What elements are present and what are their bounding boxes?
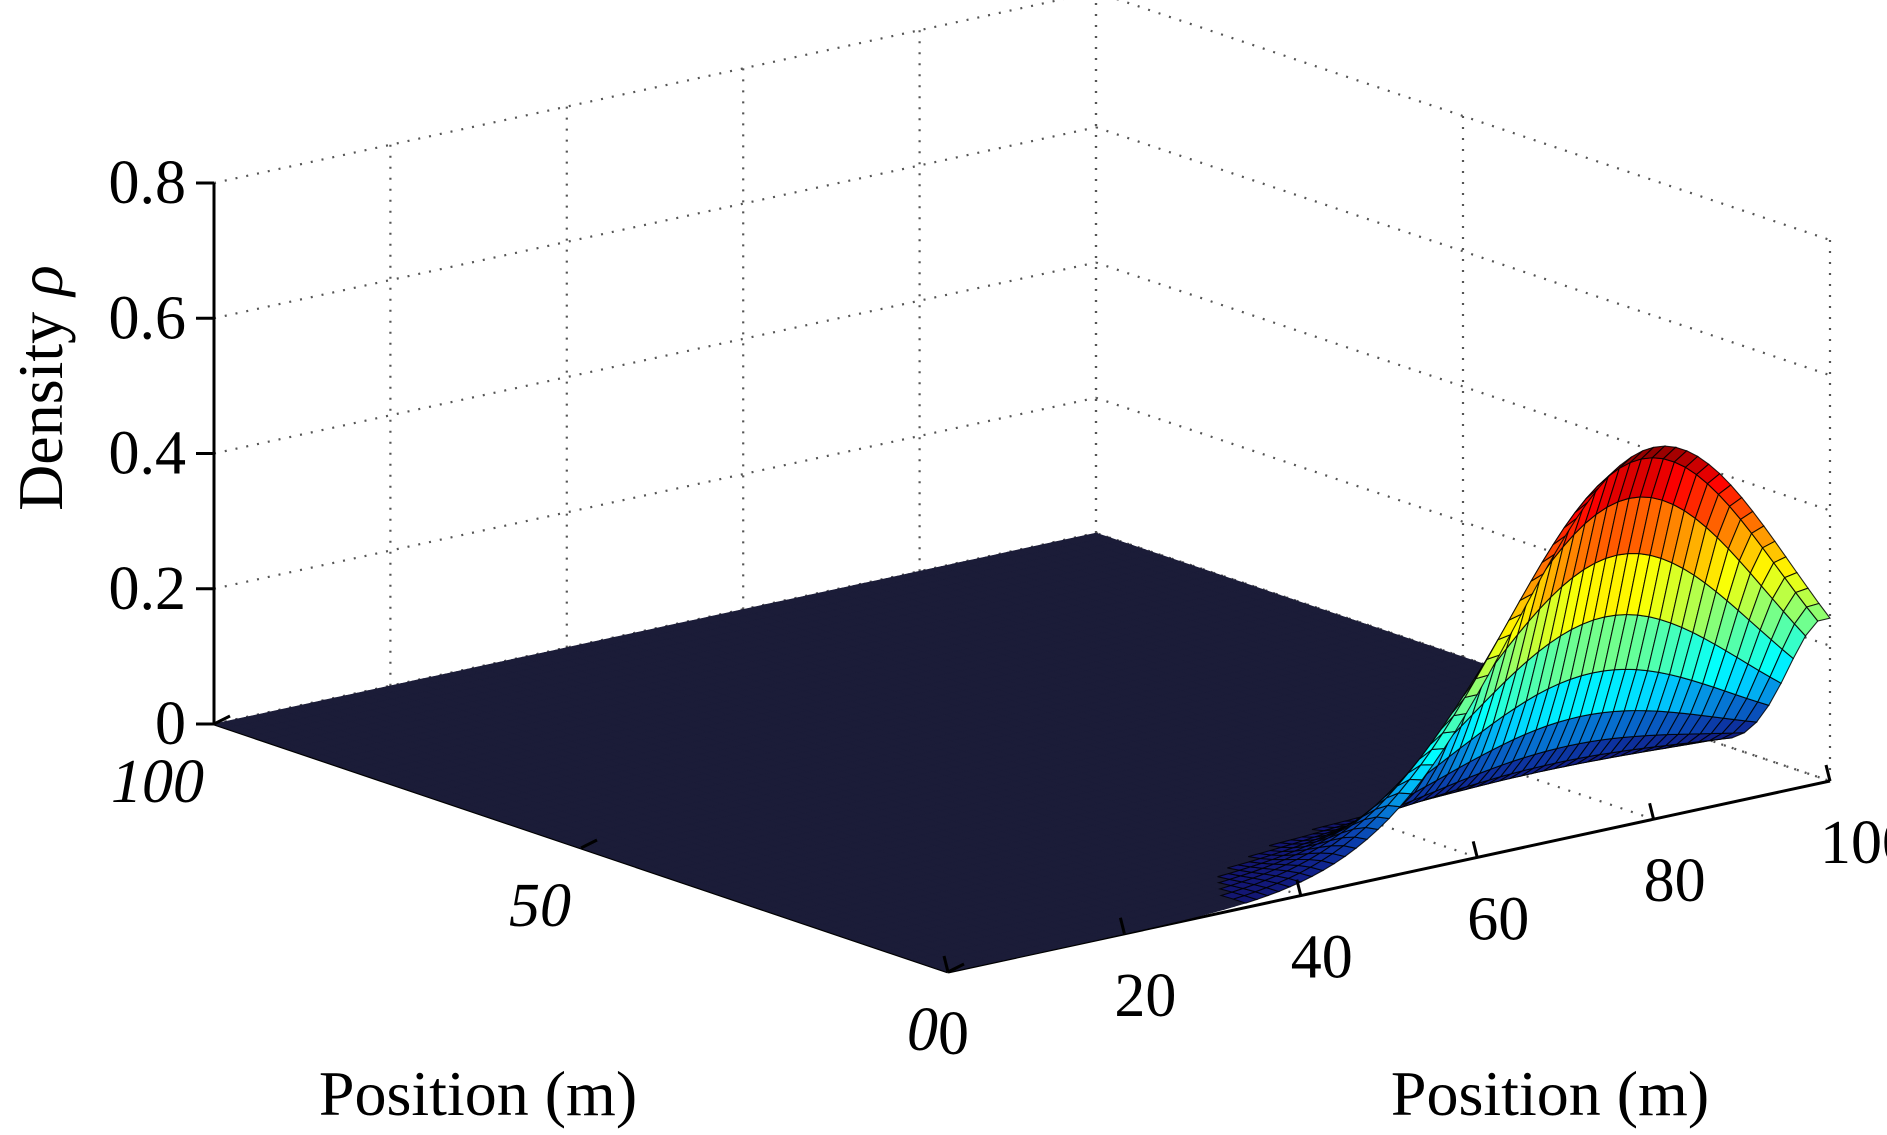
x-tick-mark (1471, 841, 1479, 858)
grid-line (213, 0, 1065, 185)
z-tick-label: 0.6 (109, 284, 187, 352)
grid-line (213, 396, 1097, 590)
z-axis-title: Density ρ (5, 265, 76, 511)
y-tick-label: 50 (509, 872, 571, 940)
z-tick-label: 0.2 (109, 555, 187, 623)
y-tick-label: 0 (907, 996, 938, 1064)
x-tick-label: 40 (1291, 924, 1353, 992)
x-tick-label: 60 (1467, 885, 1529, 953)
grid-line (1095, 126, 1831, 377)
x-tick-mark (1824, 764, 1832, 782)
grid-line (213, 126, 1097, 320)
x-tick-label: 80 (1644, 847, 1706, 915)
y-axis-title: Position (m) (319, 1058, 637, 1129)
z-tick-label: 0.4 (109, 420, 187, 488)
x-tick-mark (1648, 802, 1656, 820)
x-tick-label: 100 (1820, 809, 1887, 877)
x-tick-label: 20 (1114, 962, 1176, 1030)
y-tick-label: 100 (111, 748, 204, 816)
x-tick-label: 0 (938, 1000, 969, 1068)
x-axis-title: Position (m) (1391, 1058, 1709, 1129)
z-tick-label: 0.8 (109, 149, 187, 217)
surface-plot (212, 445, 1831, 973)
grid-line (213, 261, 1097, 455)
